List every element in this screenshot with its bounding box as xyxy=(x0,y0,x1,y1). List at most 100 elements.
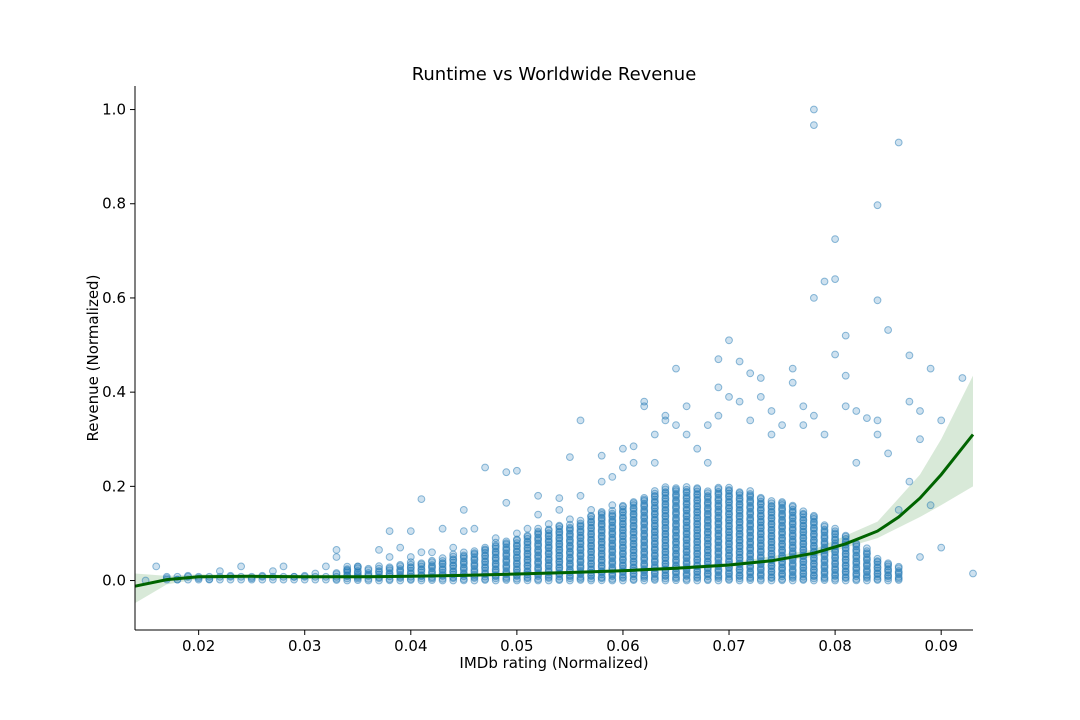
scatter-point xyxy=(544,559,553,567)
scatter-point xyxy=(756,515,765,524)
scatter-point xyxy=(863,544,871,553)
scatter-point xyxy=(650,537,659,546)
scatter-point xyxy=(682,539,691,548)
scatter-point xyxy=(396,543,405,552)
scatter-point xyxy=(873,201,882,210)
y-tick-label: 0.4 xyxy=(102,383,126,401)
scatter-point xyxy=(650,489,659,498)
scatter-point xyxy=(438,554,447,563)
scatter-point xyxy=(481,463,490,472)
scatter-point xyxy=(597,477,606,486)
scatter-point xyxy=(799,421,808,430)
scatter-point xyxy=(746,487,755,495)
scatter-point xyxy=(820,430,829,439)
scatter-point xyxy=(459,506,468,514)
scatter-point xyxy=(725,336,733,345)
scatter-point xyxy=(555,506,564,514)
scatter-point xyxy=(820,277,829,286)
scatter-point xyxy=(555,521,564,530)
scatter-point xyxy=(343,567,352,575)
scatter-point xyxy=(852,407,861,415)
scatter-point xyxy=(629,442,638,451)
scatter-point xyxy=(576,555,585,563)
scatter-point xyxy=(237,562,246,571)
chart-title: Runtime vs Worldwide Revenue xyxy=(412,64,697,85)
scatter-point xyxy=(831,524,839,533)
scatter-point xyxy=(799,509,808,518)
scatter-point xyxy=(608,473,617,481)
scatter-point xyxy=(831,350,839,359)
scatter-point xyxy=(353,562,362,571)
scatter-point xyxy=(513,466,521,475)
x-tick-label: 0.09 xyxy=(924,637,957,655)
scatter-point xyxy=(650,430,659,439)
scatter-point xyxy=(969,569,977,578)
scatter-point xyxy=(576,416,585,425)
scatter-point xyxy=(767,499,776,508)
x-tick-label: 0.03 xyxy=(288,637,321,655)
scatter-point xyxy=(619,501,627,510)
scatter-point xyxy=(513,529,521,538)
scatter-point xyxy=(841,531,850,540)
scatter-point xyxy=(810,105,818,114)
scatter-point xyxy=(534,491,542,500)
scatter-point xyxy=(831,275,839,284)
scatter-point xyxy=(735,488,744,497)
scatter-point xyxy=(544,520,553,528)
scatter-point xyxy=(841,402,850,411)
scatter-point xyxy=(810,294,818,302)
scatter-point xyxy=(916,435,924,444)
scatter-point xyxy=(735,357,744,366)
scatter-point xyxy=(863,559,871,567)
scatter-point xyxy=(894,562,903,571)
scatter-point xyxy=(597,508,606,516)
scatter-point xyxy=(682,497,691,506)
scatter-point xyxy=(269,567,277,575)
scatter-point xyxy=(788,364,797,373)
scatter-point xyxy=(650,543,659,552)
scatter-point xyxy=(810,411,818,420)
scatter-point xyxy=(566,515,574,524)
scatter-point xyxy=(725,393,733,401)
scatter-point xyxy=(799,507,808,516)
scatter-point xyxy=(152,562,161,571)
scatter-point xyxy=(714,483,723,492)
scatter-point xyxy=(587,506,595,514)
scatter-point xyxy=(916,553,924,561)
x-tick-label: 0.05 xyxy=(500,637,533,655)
scatter-point xyxy=(735,397,744,406)
scatter-point xyxy=(619,463,627,472)
scatter-point xyxy=(810,121,818,129)
scatter-point xyxy=(831,235,839,244)
scatter-point xyxy=(682,557,691,565)
scatter-point xyxy=(905,397,914,406)
scatter-point xyxy=(470,547,479,556)
scatter-point xyxy=(767,407,776,415)
y-tick-label: 1.0 xyxy=(102,101,126,119)
scatter-point xyxy=(523,531,532,540)
scatter-point xyxy=(385,553,394,561)
scatter-point xyxy=(756,493,765,502)
scatter-point xyxy=(449,552,458,561)
x-ticks: 0.02 0.03 0.04 0.05 0.06 0.07 0.08 0.09 xyxy=(182,630,958,655)
scatter-point xyxy=(544,541,553,550)
scatter-point xyxy=(406,560,415,569)
scatter-point xyxy=(502,498,511,507)
scatter-point xyxy=(756,545,765,554)
scatter-point xyxy=(650,525,659,534)
scatter-point xyxy=(725,483,733,492)
x-tick-label: 0.04 xyxy=(394,637,427,655)
scatter-point xyxy=(375,546,383,554)
scatter-point xyxy=(385,563,394,572)
scatter-point xyxy=(714,576,723,585)
scatter-point xyxy=(756,539,765,548)
scatter-point xyxy=(778,498,786,506)
scatter-point xyxy=(576,537,585,546)
scatter-point xyxy=(502,537,511,546)
scatter-point xyxy=(629,458,638,467)
scatter-point xyxy=(481,543,490,552)
scatter-point xyxy=(449,543,458,552)
scatter-point xyxy=(767,497,776,505)
scatter-point xyxy=(884,449,892,458)
